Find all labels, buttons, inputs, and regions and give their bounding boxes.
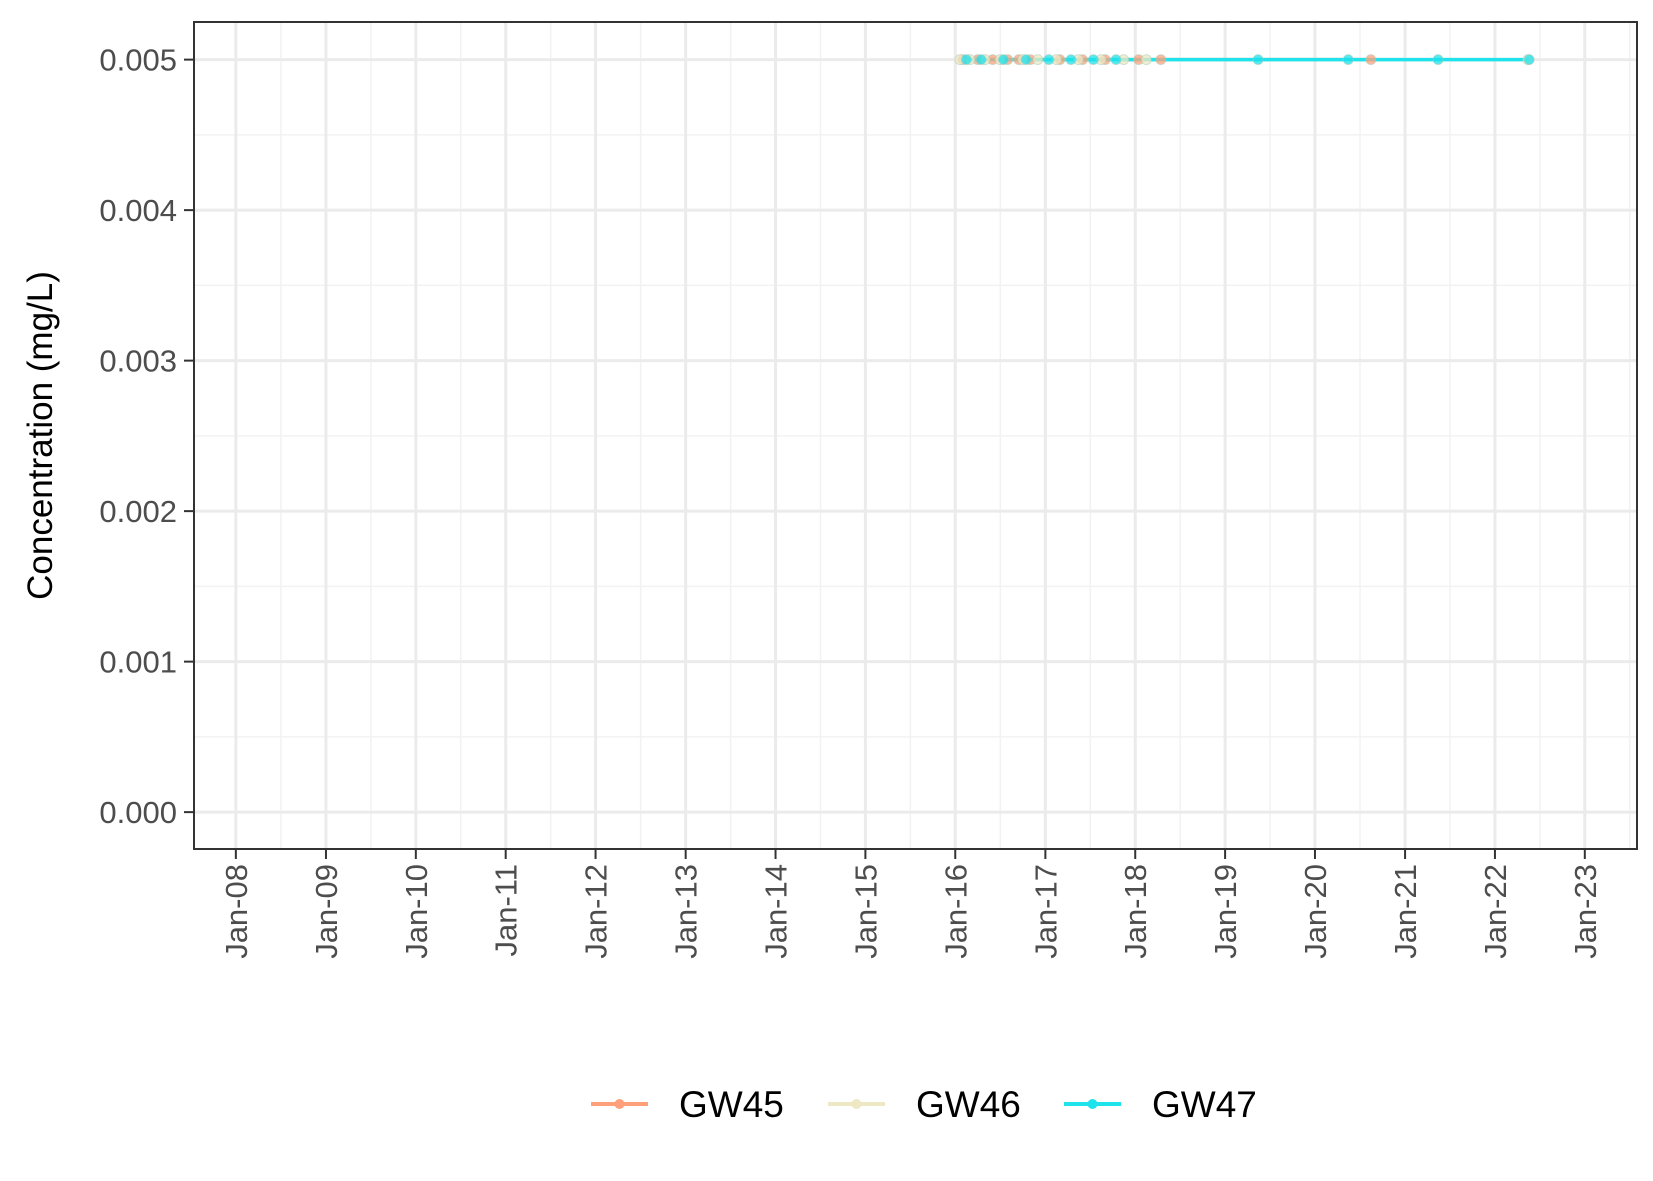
plot-border: [193, 21, 1638, 850]
data-point-gw47: [960, 54, 972, 66]
data-point-gw47: [1110, 54, 1122, 66]
x-tick-label: Jan-10: [399, 864, 434, 959]
x-tick-label: Jan-18: [1118, 864, 1153, 959]
data-point-gw47: [975, 54, 987, 66]
x-tick-label: Jan-08: [219, 864, 254, 959]
y-tick-label: 0.001: [99, 645, 177, 680]
x-tick-label: Jan-11: [489, 864, 524, 957]
y-tick-label: 0.003: [99, 344, 177, 379]
data-point-gw46: [1032, 54, 1044, 66]
x-tick-label: Jan-20: [1298, 864, 1333, 959]
data-point-gw45: [1155, 54, 1167, 66]
data-point-gw47: [1523, 54, 1535, 66]
legend-key-point: [851, 1099, 862, 1109]
legend-key-point: [1087, 1099, 1098, 1109]
legend-item-gw45: GW45: [591, 1084, 784, 1125]
y-tick-label: 0.000: [99, 795, 177, 830]
legend-label: GW45: [679, 1084, 784, 1125]
data-point-gw47: [1342, 54, 1354, 66]
y-axis-title: Concentration (mg/L): [21, 271, 60, 600]
x-tick-label: Jan-16: [938, 864, 973, 959]
x-tick-label: Jan-09: [309, 864, 344, 959]
data-point-gw47: [1087, 54, 1099, 66]
data-point-gw45: [1365, 54, 1377, 66]
x-tick-label: Jan-13: [669, 864, 704, 959]
x-tick-label: Jan-21: [1388, 864, 1423, 959]
x-tick-label: Jan-23: [1568, 864, 1603, 959]
x-tick-label: Jan-19: [1208, 864, 1243, 959]
x-tick-label: Jan-12: [579, 864, 614, 959]
data-point-gw47: [998, 54, 1010, 66]
legend-item-gw46: GW46: [828, 1084, 1021, 1125]
data-point-gw47: [1020, 54, 1032, 66]
x-tick-label: Jan-14: [759, 864, 794, 959]
y-tick-label: 0.005: [99, 43, 177, 78]
data-point-gw47: [1043, 54, 1055, 66]
data-point-gw47: [1252, 54, 1264, 66]
legend-label: GW47: [1152, 1084, 1257, 1125]
legend-label: GW46: [916, 1084, 1021, 1125]
legend-key-point: [614, 1099, 625, 1109]
data-point-gw46: [1140, 54, 1152, 66]
x-tick-label: Jan-15: [848, 864, 883, 959]
data-point-gw47: [1432, 54, 1444, 66]
data-point-gw47: [1065, 54, 1077, 66]
x-tick-label: Jan-17: [1028, 864, 1063, 959]
y-tick-label: 0.004: [99, 193, 177, 228]
x-tick-label: Jan-22: [1478, 864, 1513, 959]
y-tick-label: 0.002: [99, 494, 177, 529]
legend-item-gw47: GW47: [1064, 1084, 1257, 1125]
